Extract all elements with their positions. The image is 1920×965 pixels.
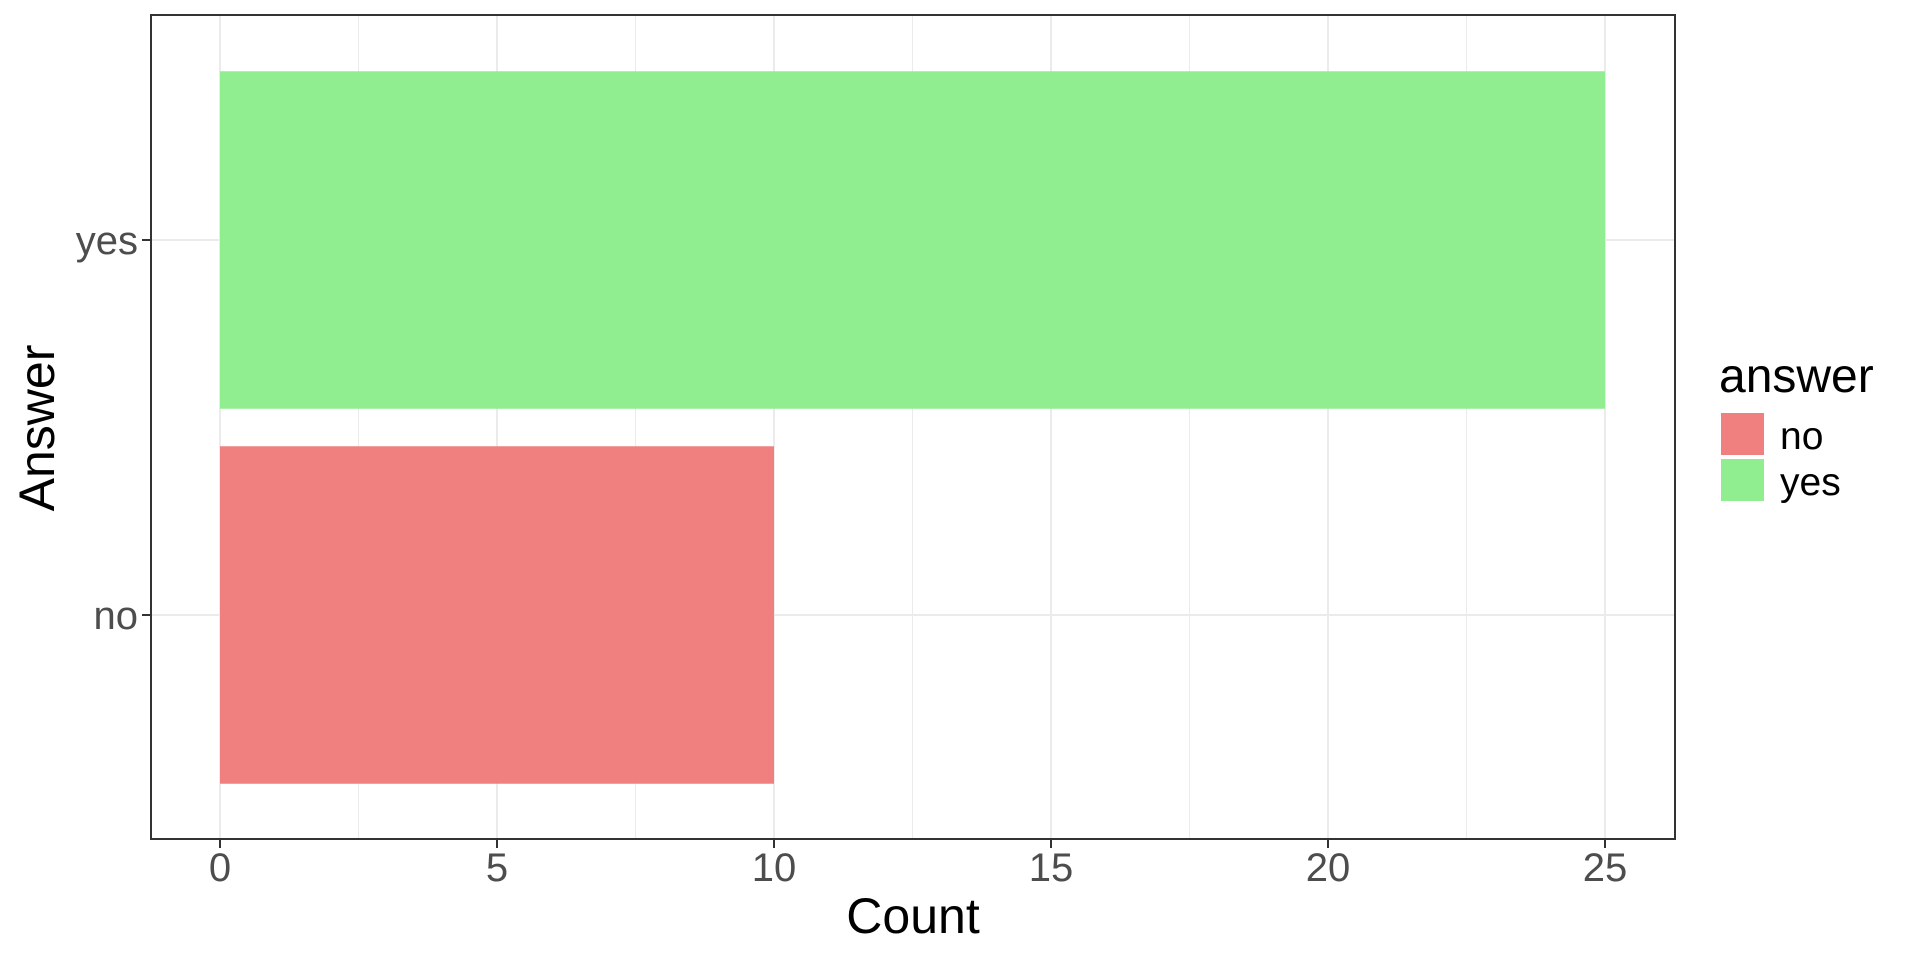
x-axis-title: Count	[846, 888, 980, 944]
bar-yes	[220, 71, 1605, 409]
x-tick-label: 25	[1583, 846, 1628, 890]
legend-label-no: no	[1780, 415, 1823, 458]
x-tick-label: 5	[486, 846, 508, 890]
legend-key-no	[1721, 413, 1764, 455]
x-tick-label: 0	[209, 846, 231, 890]
panel-border	[150, 14, 1676, 840]
bar-no	[220, 446, 774, 784]
legend: answer no yes	[1719, 350, 1874, 504]
legend-key-yes	[1721, 459, 1764, 501]
legend-title: answer	[1719, 350, 1874, 403]
x-tick-label: 10	[752, 846, 797, 890]
legend-label-yes: yes	[1780, 461, 1841, 504]
y-tick-label-yes: yes	[76, 219, 138, 263]
x-tick-label: 20	[1306, 846, 1351, 890]
x-axis: 0 5 10 15 20 25	[209, 839, 1627, 890]
y-tick-label-no: no	[94, 594, 139, 638]
y-axis-title: Answer	[9, 345, 65, 512]
bars	[220, 71, 1605, 784]
y-axis: no yes	[76, 219, 151, 638]
x-tick-label: 15	[1029, 846, 1074, 890]
